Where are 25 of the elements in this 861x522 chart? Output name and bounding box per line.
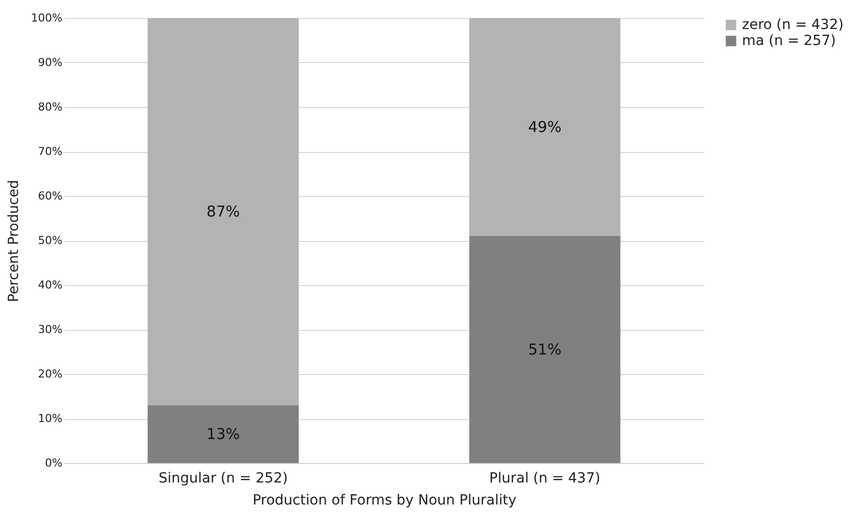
y-tick-label: 80% [38,100,62,114]
bar [469,18,620,236]
y-tick-label: 30% [38,323,62,336]
y-tick-label: 40% [38,278,62,292]
bar [469,236,620,463]
y-tick-label: 100% [31,12,62,24]
y-tick-label: 20% [38,368,62,380]
y-tick-label: 60% [38,190,62,202]
data-label: 87% [206,202,240,221]
x-axis-title: Production of Forms by Noun Plurality [252,492,516,508]
legend-label: ma (n = 257) [742,33,836,49]
x-tick-label: Singular (n = 252) [158,470,288,486]
y-axis-title: Percent Produced [6,180,22,302]
y-tick-label: 10% [38,412,62,425]
legend-label: zero (n = 432) [742,17,844,33]
data-label: 51% [528,340,562,359]
y-tick-label: 70% [38,145,62,158]
data-label: 49% [528,118,562,136]
bar [148,18,299,406]
bar [148,405,299,463]
y-tick-label: 50% [38,234,62,247]
y-tick-label: 0% [45,456,62,470]
x-tick-label: Plural (n = 437) [489,470,600,486]
y-tick-label: 90% [38,56,62,69]
data-label: 13% [206,425,240,444]
